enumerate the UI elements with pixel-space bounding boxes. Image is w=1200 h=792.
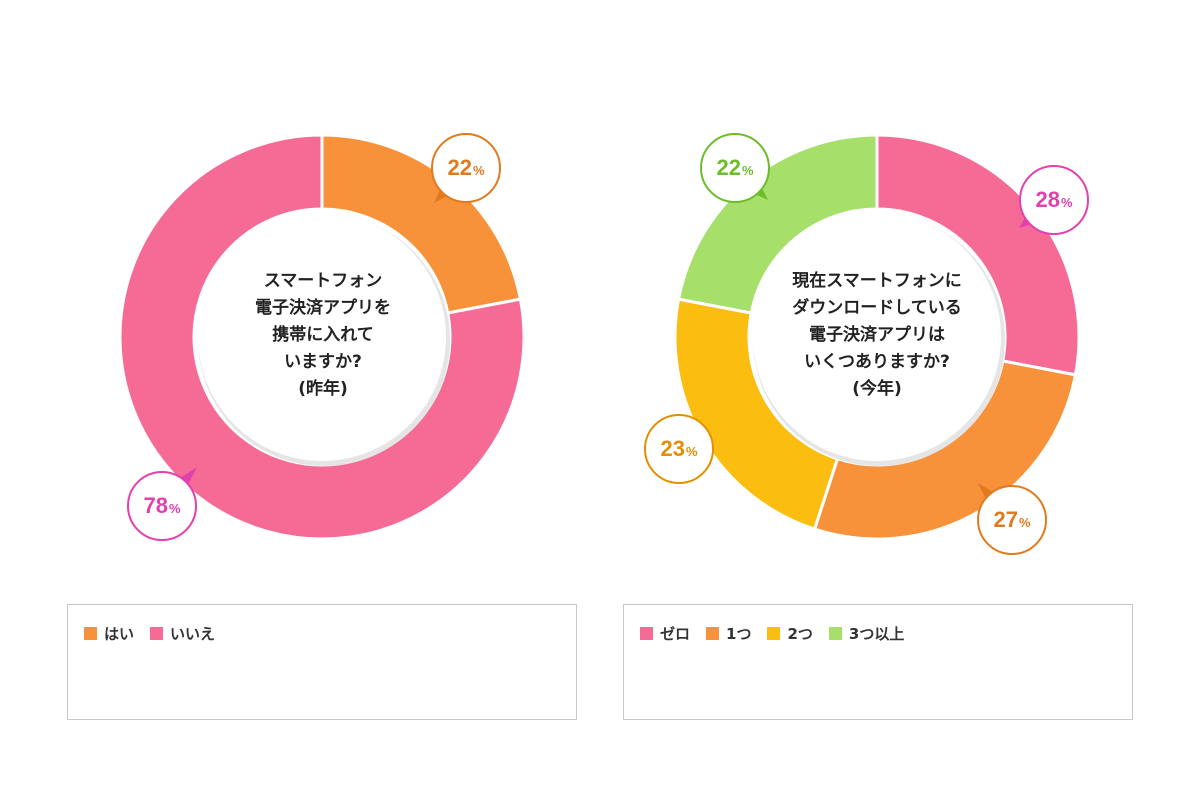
right-value-unit-0: % xyxy=(1060,195,1073,210)
right-legend: ゼロ 1つ 2つ 3つ以上 xyxy=(623,604,1133,720)
legend-label-one: 1つ xyxy=(726,625,752,643)
legend-swatch-zero xyxy=(640,627,653,640)
legend-label-three-plus: 3つ以上 xyxy=(848,625,905,643)
left-slice-1 xyxy=(118,133,526,541)
right-question-line-3: 電子決済アプリは xyxy=(809,325,945,345)
legend-label-yes: はい xyxy=(104,625,135,643)
legend-item-two: 2つ xyxy=(767,623,813,644)
legend-item-no: いいえ xyxy=(150,623,215,644)
left-question-line-3: 携帯に入れて xyxy=(272,325,374,345)
right-value-number-0: 28 xyxy=(1035,187,1060,212)
legend-swatch-yes xyxy=(84,627,97,640)
legend-item-one: 1つ xyxy=(706,623,751,644)
right-value-unit-2: % xyxy=(685,444,698,459)
left-value-label-0: 22% xyxy=(431,133,501,203)
right-value-number-2: 23 xyxy=(660,436,685,461)
right-value-label-2: 23% xyxy=(644,414,714,484)
left-value-unit-1: % xyxy=(168,501,181,516)
left-value-unit-0: % xyxy=(472,163,485,178)
legend-label-no: いいえ xyxy=(170,625,216,643)
right-value-label-0: 28% xyxy=(1019,165,1089,235)
right-value-label-1: 27% xyxy=(977,485,1047,555)
left-question-line-4: いますか? xyxy=(284,352,362,372)
left-question-line-1: スマートフォン xyxy=(263,271,383,291)
right-slice-3 xyxy=(676,133,879,315)
left-value-number-1: 78 xyxy=(143,493,168,518)
right-chart-question: 現在スマートフォンに ダウンロードしている 電子決済アプリは いくつありますか?… xyxy=(772,268,982,403)
legend-label-two: 2つ xyxy=(787,625,813,643)
right-value-number-1: 27 xyxy=(993,507,1018,532)
legend-swatch-no xyxy=(150,627,164,640)
right-question-line-2: ダウンロードしている xyxy=(792,298,962,318)
legend-swatch-two xyxy=(767,627,781,640)
right-question-line-5: (今年) xyxy=(852,379,902,399)
right-value-number-3: 22 xyxy=(716,155,741,180)
right-slice-0 xyxy=(875,133,1081,377)
legend-item-zero: ゼロ xyxy=(640,623,690,644)
right-question-line-4: いくつありますか? xyxy=(804,352,950,372)
right-value-unit-1: % xyxy=(1018,515,1031,530)
legend-swatch-three-plus xyxy=(828,627,842,640)
right-slice-1 xyxy=(812,359,1078,541)
left-center-disc xyxy=(198,213,446,461)
left-value-number-0: 22 xyxy=(447,155,472,180)
left-chart-question: スマートフォン 電子決済アプリを 携帯に入れて いますか? (昨年) xyxy=(218,268,428,403)
legend-item-yes: はい xyxy=(84,623,134,644)
right-question-line-1: 現在スマートフォンに xyxy=(792,271,962,291)
legend-item-three-plus: 3つ以上 xyxy=(828,623,905,644)
left-legend: はい いいえ xyxy=(67,604,577,720)
left-question-line-5: (昨年) xyxy=(298,379,348,399)
left-slice-0 xyxy=(320,133,523,315)
right-center-disc xyxy=(753,213,1001,461)
right-slice-2 xyxy=(673,297,840,532)
left-question-line-2: 電子決済アプリを xyxy=(255,298,391,318)
legend-label-zero: ゼロ xyxy=(660,625,691,643)
right-value-unit-3: % xyxy=(741,163,754,178)
left-value-label-1: 78% xyxy=(127,471,197,541)
right-value-label-3: 22% xyxy=(700,133,770,203)
legend-swatch-one xyxy=(706,627,720,640)
